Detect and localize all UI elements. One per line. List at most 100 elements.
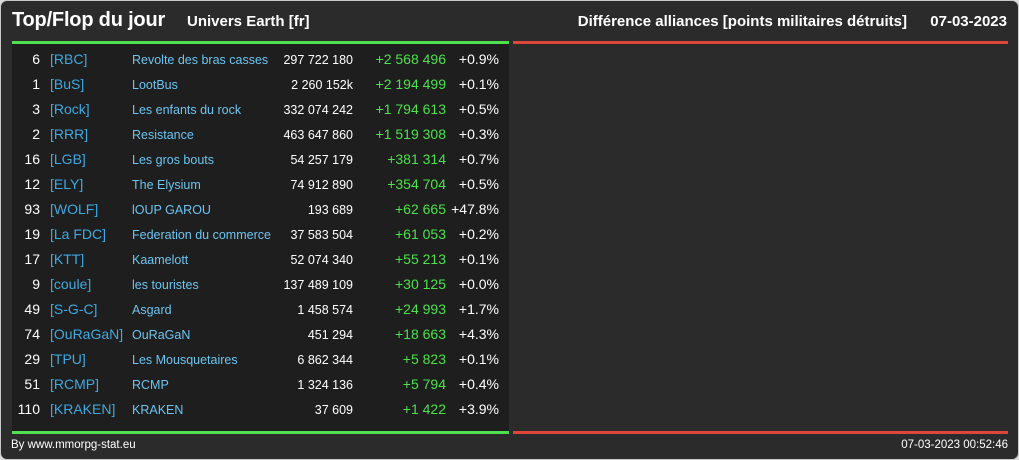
points-difference: +1 519 308 bbox=[375, 126, 446, 142]
table-row: 6 [RBC] Revolte des bras casses 297 722 180… bbox=[12, 47, 509, 72]
percent-change: +0.1% bbox=[458, 76, 499, 92]
alliance-tag-link[interactable]: [ELY] bbox=[50, 176, 84, 192]
percent-change: +0.4% bbox=[458, 376, 499, 392]
table-row: 110 [KRAKEN] KRAKEN 37 609 +1 422 +3.9% bbox=[12, 397, 509, 422]
table-row: 74 [OuRaGaN] OuRaGaN 451 294 +18 663 +4.3% bbox=[12, 322, 509, 347]
percent-change: +3.9% bbox=[458, 401, 499, 417]
alliance-rank: 17 bbox=[24, 251, 40, 267]
table-row: 1 [BuS] LootBus 2 260 152k +2 194 499 +0.1% bbox=[12, 72, 509, 97]
alliance-name-link[interactable]: LootBus bbox=[132, 78, 178, 92]
percent-change: +0.1% bbox=[458, 351, 499, 367]
alliance-rank: 74 bbox=[24, 326, 40, 342]
points-difference: +5 794 bbox=[402, 376, 446, 392]
alliance-tag-link[interactable]: [KTT] bbox=[50, 251, 85, 267]
alliance-points: 137 489 109 bbox=[283, 278, 353, 292]
points-difference: +5 823 bbox=[402, 351, 446, 367]
table-row: 51 [RCMP] RCMP 1 324 136 +5 794 +0.4% bbox=[12, 372, 509, 397]
top-alliances-panel: 6 [RBC] Revolte des bras casses 297 722 180… bbox=[12, 44, 509, 431]
site-credit: By www.mmorpg-stat.eu bbox=[11, 439, 136, 451]
alliance-name-link[interactable]: Resistance bbox=[132, 128, 194, 142]
alliance-rank: 51 bbox=[24, 376, 40, 392]
percent-change: +0.0% bbox=[458, 276, 499, 292]
alliance-points: 52 074 340 bbox=[290, 253, 353, 267]
points-difference: +354 704 bbox=[387, 176, 446, 192]
table-row: 12 [ELY] The Elysium 74 912 890 +354 704 +0.5… bbox=[12, 172, 509, 197]
alliance-name-link[interactable]: Kaamelott bbox=[132, 253, 189, 267]
alliance-rank: 110 bbox=[17, 401, 40, 417]
universe-label: Univers Earth [fr] bbox=[187, 13, 310, 30]
alliance-name-link[interactable]: lOUP GAROU bbox=[132, 203, 211, 217]
points-difference: +30 125 bbox=[395, 276, 446, 292]
alliance-tag-link[interactable]: [WOLF] bbox=[50, 201, 99, 217]
alliance-tag-link[interactable]: [RRR] bbox=[50, 126, 89, 142]
percent-change: +0.2% bbox=[458, 226, 499, 242]
points-difference: +1 794 613 bbox=[375, 101, 446, 117]
table-row: 17 [KTT] Kaamelott 52 074 340 +55 213 +0.1% bbox=[12, 247, 509, 272]
alliance-tag-link[interactable]: [Rock] bbox=[50, 101, 90, 117]
alliance-points: 463 647 860 bbox=[283, 128, 353, 142]
alliance-name-link[interactable]: OuRaGaN bbox=[132, 328, 191, 342]
alliance-name-link[interactable]: Revolte des bras casses bbox=[132, 53, 269, 67]
alliance-tag-link[interactable]: [TPU] bbox=[50, 351, 86, 367]
alliance-rank: 9 bbox=[32, 276, 40, 292]
percent-change: +0.9% bbox=[458, 51, 499, 67]
percent-change: +0.3% bbox=[458, 126, 499, 142]
points-difference: +2 568 496 bbox=[375, 51, 446, 67]
percent-change: +0.5% bbox=[458, 176, 499, 192]
alliance-tag-link[interactable]: [BuS] bbox=[50, 76, 85, 92]
points-difference: +1 422 bbox=[402, 401, 446, 417]
points-difference: +61 053 bbox=[395, 226, 446, 242]
table-row: 93 [WOLF] lOUP GAROU 193 689 +62 665 +47.8% bbox=[12, 197, 509, 222]
alliance-points: 297 722 180 bbox=[283, 53, 353, 67]
bottom-divider-red bbox=[513, 431, 1008, 434]
alliance-tag-link[interactable]: [KRAKEN] bbox=[50, 401, 116, 417]
top-divider-green bbox=[12, 41, 509, 44]
percent-change: +0.5% bbox=[458, 101, 499, 117]
alliance-rank: 49 bbox=[24, 301, 40, 317]
alliance-points: 2 260 152k bbox=[291, 78, 353, 92]
alliance-tag-link[interactable]: [OuRaGaN] bbox=[50, 326, 124, 342]
alliance-name-link[interactable]: Les Mousquetaires bbox=[132, 353, 238, 367]
alliance-points: 1 324 136 bbox=[297, 378, 353, 392]
table-row: 9 [coule] les touristes 137 489 109 +30 125 +… bbox=[12, 272, 509, 297]
alliance-name-link[interactable]: Asgard bbox=[132, 303, 172, 317]
generated-timestamp: 07-03-2023 00:52:46 bbox=[901, 439, 1008, 451]
alliance-rank: 29 bbox=[24, 351, 40, 367]
table-row: 19 [La FDC] Federation du commerce 37 583 5… bbox=[12, 222, 509, 247]
header: Top/Flop du jour Univers Earth [fr] Diff… bbox=[1, 1, 1018, 41]
alliance-tag-link[interactable]: [La FDC] bbox=[50, 226, 107, 242]
alliance-points: 54 257 179 bbox=[290, 153, 353, 167]
points-difference: +62 665 bbox=[395, 201, 446, 217]
alliance-name-link[interactable]: Les gros bouts bbox=[132, 153, 214, 167]
percent-change: +0.1% bbox=[458, 251, 499, 267]
alliance-tag-link[interactable]: [RCMP] bbox=[50, 376, 99, 392]
page-title: Top/Flop du jour bbox=[12, 9, 166, 31]
table-row: 29 [TPU] Les Mousquetaires 6 862 344 +5 823 +… bbox=[12, 347, 509, 372]
alliance-name-link[interactable]: The Elysium bbox=[132, 178, 201, 192]
alliance-name-link[interactable]: Federation du commerce bbox=[132, 228, 271, 242]
alliance-rank: 2 bbox=[32, 126, 40, 142]
alliance-rank: 19 bbox=[24, 226, 40, 242]
table-row: 16 [LGB] Les gros bouts 54 257 179 +381 314 +… bbox=[12, 147, 509, 172]
percent-change: +47.8% bbox=[451, 201, 499, 217]
alliance-tag-link[interactable]: [RBC] bbox=[50, 51, 88, 67]
alliance-name-link[interactable]: KRAKEN bbox=[132, 403, 184, 417]
flop-divider-red bbox=[513, 41, 1008, 44]
alliance-name-link[interactable]: Les enfants du rock bbox=[132, 103, 242, 117]
alliance-tag-link[interactable]: [coule] bbox=[50, 276, 92, 292]
alliance-name-link[interactable]: les touristes bbox=[132, 278, 199, 292]
alliance-name-link[interactable]: RCMP bbox=[132, 378, 169, 392]
alliance-tag-link[interactable]: [LGB] bbox=[50, 151, 86, 167]
table-row: 3 [Rock] Les enfants du rock 332 074 242 +1 … bbox=[12, 97, 509, 122]
points-difference: +2 194 499 bbox=[375, 76, 446, 92]
header-date: 07-03-2023 bbox=[930, 13, 1007, 30]
bottom-divider-green bbox=[12, 431, 509, 434]
alliance-points: 37 583 504 bbox=[290, 228, 353, 242]
ranking-subtitle: Différence alliances [points militaires … bbox=[577, 13, 907, 30]
alliance-tag-link[interactable]: [S-G-C] bbox=[50, 301, 98, 317]
flop-alliances-panel bbox=[513, 44, 1008, 431]
points-difference: +24 993 bbox=[395, 301, 446, 317]
percent-change: +4.3% bbox=[458, 326, 499, 342]
table-row: 2 [RRR] Resistance 463 647 860 +1 519 308 +0.… bbox=[12, 122, 509, 147]
